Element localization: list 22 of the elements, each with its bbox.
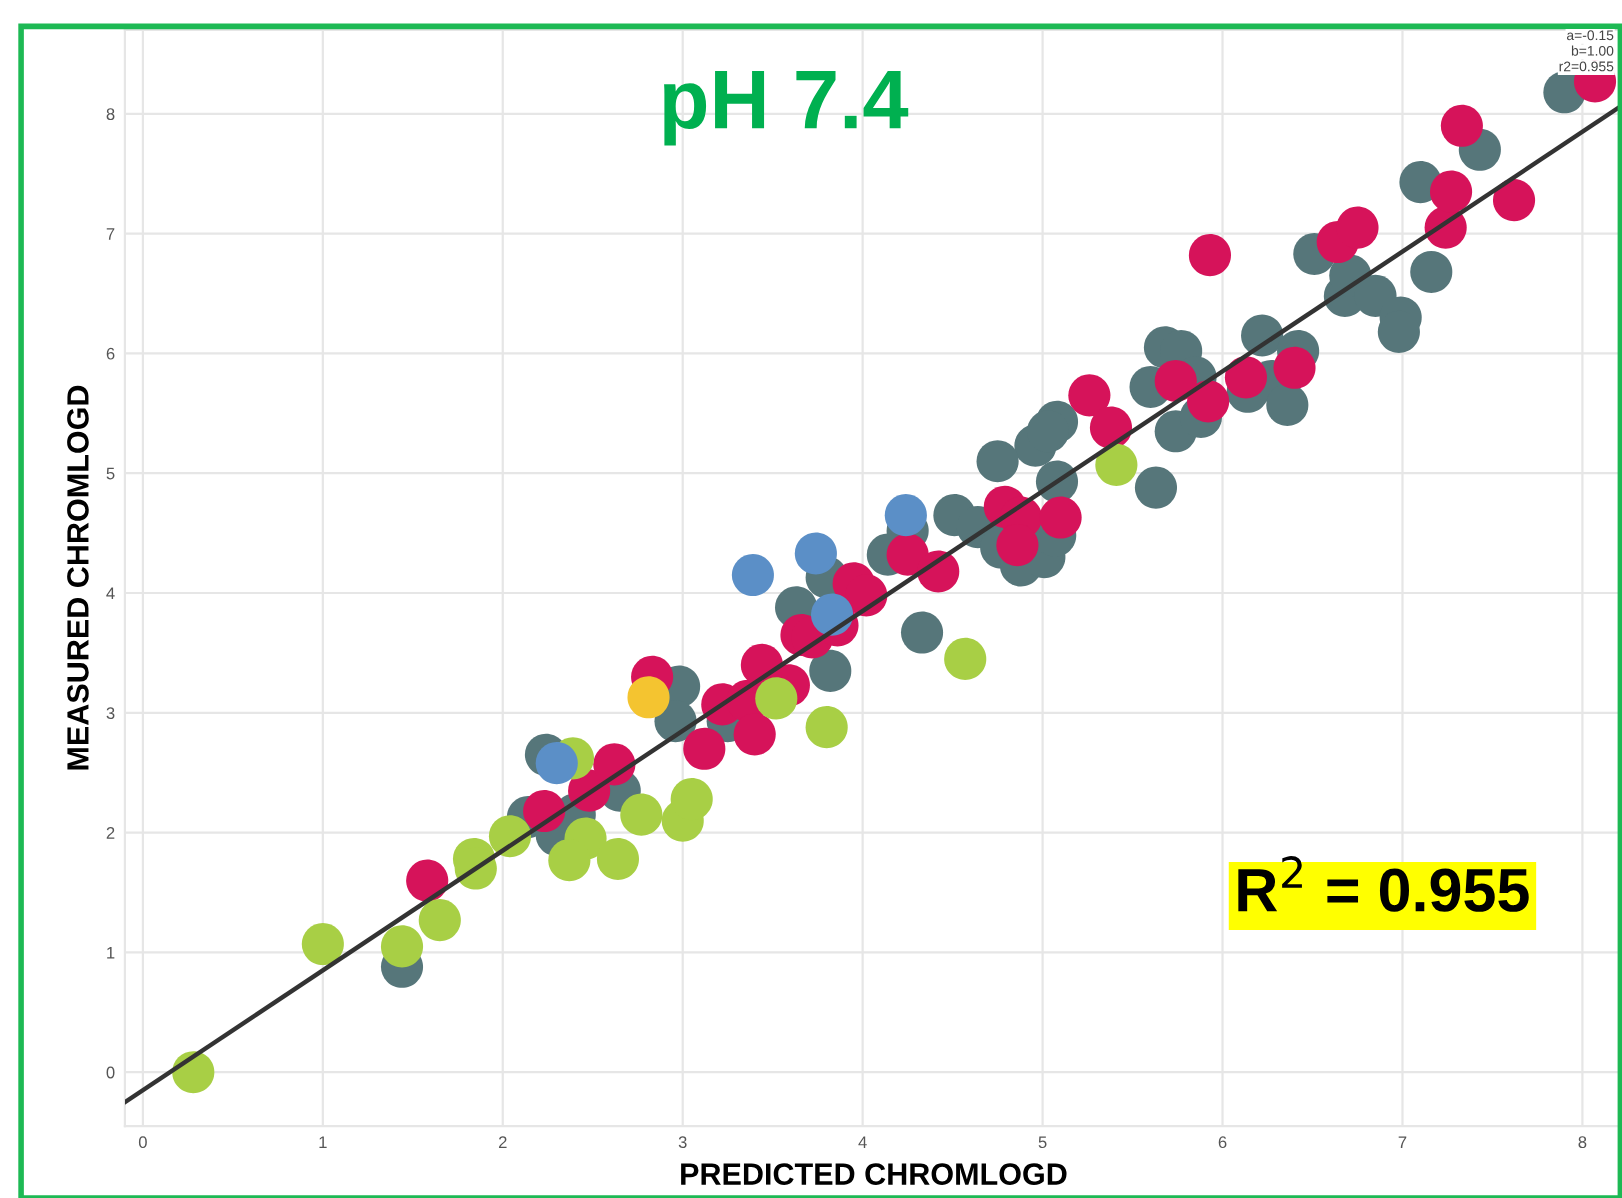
y-tick-label: 8 — [106, 108, 115, 121]
y-tick-label: 5 — [106, 467, 115, 480]
x-tick-label: 3 — [678, 1136, 687, 1149]
x-tick-label: 5 — [1038, 1136, 1047, 1149]
x-tick-label: 1 — [319, 1136, 327, 1148]
x-tick-label: 8 — [1578, 1136, 1587, 1149]
x-tick-label: 6 — [1218, 1136, 1227, 1149]
y-tick-label: 0 — [106, 1066, 115, 1079]
y-tick-label: 6 — [106, 347, 115, 360]
x-tick-label: 0 — [138, 1136, 147, 1149]
x-tick-label: 7 — [1398, 1136, 1407, 1148]
chart-title: pH 7.4 — [664, 70, 909, 146]
x-axis-title: PREDICTED CHROMLOGD — [681, 1163, 1067, 1185]
x-tick-label: 2 — [498, 1136, 507, 1148]
y-tick-label: 1 — [107, 946, 115, 959]
x-tick-label: 4 — [858, 1136, 867, 1148]
annotation: R$^{2}$ = 0.955 — [1238, 856, 1529, 912]
y-axis-title: MEASURED CHROMLOGD — [67, 385, 89, 770]
y-tick-label: 4 — [106, 587, 115, 600]
y-tick-label: 2 — [106, 827, 115, 839]
y-tick-label: 7 — [106, 228, 115, 240]
y-tick-label: 3 — [106, 707, 115, 720]
